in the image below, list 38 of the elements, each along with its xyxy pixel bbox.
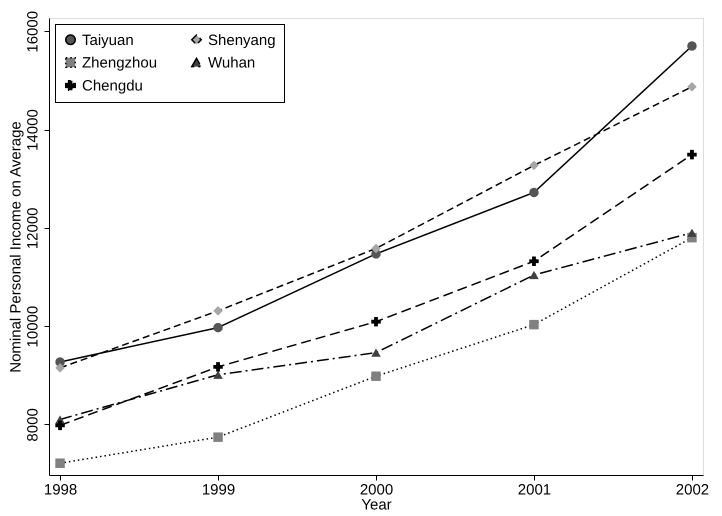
point bbox=[213, 322, 223, 332]
y-tick-label: 12000 bbox=[24, 207, 42, 250]
legend-label: Zhengzhou bbox=[82, 54, 158, 72]
point bbox=[371, 316, 381, 326]
x-tick-label: 1998 bbox=[44, 482, 78, 498]
point bbox=[213, 370, 223, 379]
y-tick-label: 16000 bbox=[24, 10, 42, 53]
point bbox=[55, 458, 65, 468]
x-tick-label: 2002 bbox=[676, 482, 710, 498]
point bbox=[55, 420, 65, 430]
point bbox=[529, 256, 539, 266]
point bbox=[687, 82, 697, 92]
x-tick-label: 2000 bbox=[360, 482, 394, 498]
point bbox=[529, 160, 539, 170]
point bbox=[529, 270, 539, 280]
point bbox=[371, 371, 381, 381]
point bbox=[687, 150, 697, 160]
legend-label: Wuhan bbox=[208, 54, 256, 72]
y-tick-label: 10000 bbox=[24, 306, 42, 348]
y-axis-title: Nominal Personal Income on Average bbox=[8, 121, 24, 373]
point bbox=[687, 41, 697, 51]
y-tick-label: 8000 bbox=[24, 408, 42, 442]
legend-label: Taiyuan bbox=[82, 32, 134, 49]
point bbox=[529, 320, 539, 330]
x-tick-label: 2001 bbox=[518, 482, 552, 498]
point bbox=[213, 306, 223, 316]
point bbox=[687, 228, 697, 237]
legend-label: Chengdu bbox=[82, 78, 143, 94]
x-tick-label: 1999 bbox=[202, 482, 236, 498]
point bbox=[371, 244, 381, 254]
point bbox=[213, 362, 223, 372]
point bbox=[213, 432, 223, 442]
x-axis-title: Year bbox=[361, 496, 392, 514]
y-tick-label: 14000 bbox=[24, 109, 42, 151]
point bbox=[529, 188, 539, 198]
point bbox=[55, 363, 65, 373]
legend-label: Shenyang bbox=[208, 32, 276, 49]
point bbox=[371, 348, 381, 357]
